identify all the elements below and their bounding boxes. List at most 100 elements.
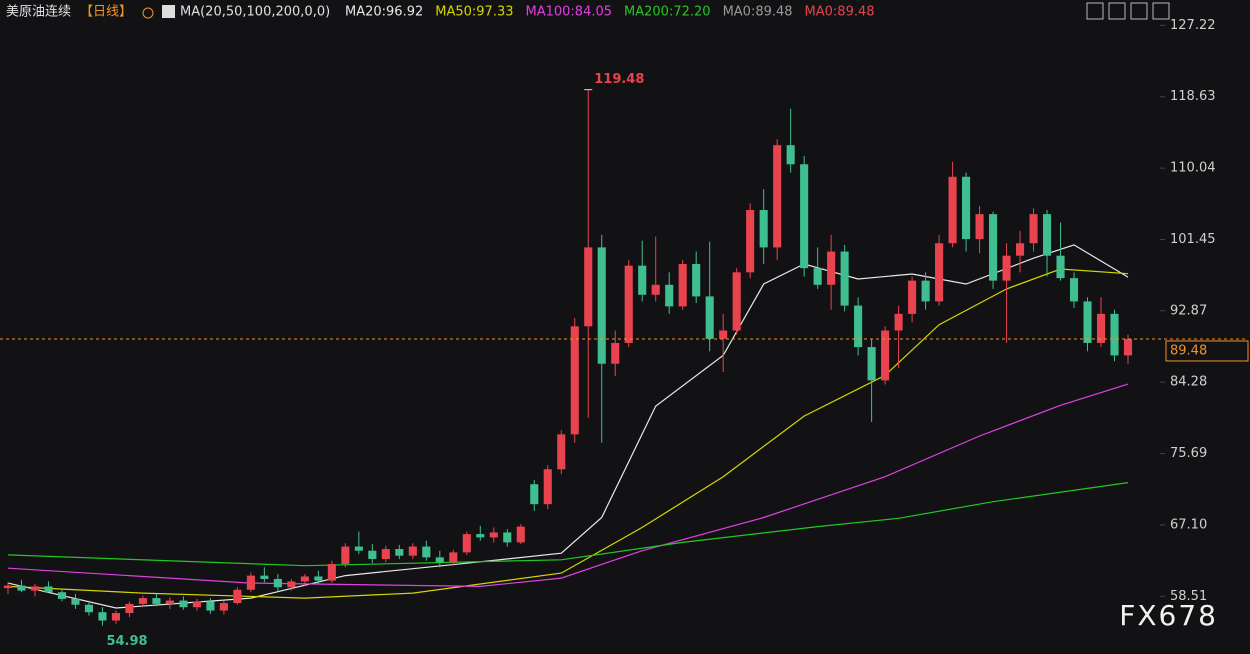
candle-body — [206, 601, 215, 611]
candle-body — [152, 598, 161, 604]
window-buttons — [1086, 2, 1170, 20]
watermark: FX678 — [1119, 599, 1218, 632]
candle-body — [462, 534, 471, 553]
settings-icon[interactable] — [142, 7, 154, 19]
candle-body — [179, 600, 188, 608]
candle-body — [800, 164, 809, 269]
y-tick-label: 75.69 — [1170, 446, 1207, 461]
candle-body — [759, 209, 768, 248]
ma-line — [7, 268, 1129, 599]
high-annotation: 119.48 — [594, 72, 644, 87]
ma-line — [7, 244, 1129, 609]
candle-body — [273, 578, 282, 588]
low-annotation: 54.98 — [106, 634, 147, 649]
candle-body — [71, 598, 80, 605]
candle-body — [570, 326, 579, 435]
indicator: MA50:97.33 — [435, 5, 513, 20]
indicator: MA200:72.20 — [624, 5, 711, 20]
candle-body — [30, 586, 40, 591]
candle-body — [98, 612, 107, 621]
candle-body — [17, 585, 26, 591]
candle-body — [368, 550, 377, 560]
candle-body — [597, 247, 606, 364]
candle-body — [786, 145, 795, 165]
y-tick-label: 127.22 — [1170, 18, 1216, 33]
candle-body — [1042, 214, 1052, 256]
candle-body — [408, 546, 417, 556]
candle-body — [746, 209, 755, 273]
y-tick-label: 110.04 — [1170, 161, 1216, 176]
candle-body — [1029, 214, 1038, 244]
y-tick-label: 118.63 — [1170, 89, 1216, 104]
y-tick-label: 67.10 — [1170, 517, 1207, 532]
candle-body — [57, 592, 67, 599]
ma-icon[interactable] — [162, 5, 175, 18]
candle-body — [381, 549, 390, 560]
candle-body — [435, 557, 444, 563]
y-tick-label: 92.87 — [1170, 303, 1207, 318]
candle-body — [1096, 313, 1106, 343]
indicator: MA0:89.48 — [723, 5, 793, 20]
candle-body — [233, 589, 242, 604]
candle-body — [516, 526, 525, 543]
candle-body — [1083, 301, 1092, 343]
symbol: 美原油连续 — [6, 4, 71, 20]
candle-body — [881, 330, 890, 381]
candle-body — [1002, 255, 1011, 281]
ma-params: MA(20,50,100,200,0,0) — [180, 5, 330, 20]
candle-body — [84, 604, 94, 613]
candle-body — [287, 581, 296, 588]
candle-body — [543, 469, 552, 505]
y-tick-label: 84.28 — [1170, 375, 1207, 390]
candle-body — [111, 613, 120, 621]
indicator: MA20:96.92 — [345, 5, 423, 20]
candle-body — [138, 598, 147, 604]
candle-body — [611, 342, 620, 364]
candle-body — [773, 145, 782, 248]
candle-body — [935, 243, 944, 302]
candle-body — [44, 586, 53, 593]
candle-body — [530, 484, 539, 505]
candle-body — [975, 214, 984, 240]
candle-body — [341, 546, 350, 565]
candle-body — [3, 585, 13, 589]
candle-body — [719, 330, 728, 339]
candle-body — [827, 251, 836, 285]
candle-body — [395, 549, 404, 556]
candle-body — [1110, 313, 1119, 356]
candle-body — [854, 305, 863, 348]
candle-body — [624, 265, 633, 343]
candle-body — [692, 264, 701, 297]
candle-body — [813, 268, 822, 285]
last-price-box — [1165, 340, 1249, 362]
candle-body — [962, 176, 971, 240]
button[interactable] — [1086, 2, 1104, 20]
candle-body — [665, 284, 674, 307]
period[interactable]: 【日线】 — [80, 5, 132, 20]
candle-body — [732, 272, 741, 331]
candle-body — [327, 564, 336, 581]
candle-body — [908, 280, 917, 314]
candle-body — [422, 546, 431, 558]
candle-body — [651, 284, 660, 295]
candle-body — [449, 552, 458, 563]
candle-body — [948, 176, 957, 244]
candle-body — [354, 546, 363, 551]
candle-body — [584, 247, 593, 327]
button[interactable] — [1130, 2, 1148, 20]
candle-body — [1016, 243, 1025, 256]
candle-body — [300, 576, 309, 582]
candle-body — [260, 575, 269, 579]
candle-body — [921, 280, 930, 302]
button[interactable] — [1108, 2, 1126, 20]
candle-body — [557, 434, 566, 470]
candle-body — [989, 214, 998, 281]
candle-body — [867, 347, 876, 381]
last-price-label: 89.48 — [1170, 343, 1207, 358]
candle-body — [314, 576, 323, 581]
button[interactable] — [1152, 2, 1170, 20]
indicator: MA0:89.48 — [805, 5, 875, 20]
candle-body — [1069, 278, 1079, 302]
candle-body — [840, 251, 849, 306]
ma-line — [7, 383, 1129, 588]
